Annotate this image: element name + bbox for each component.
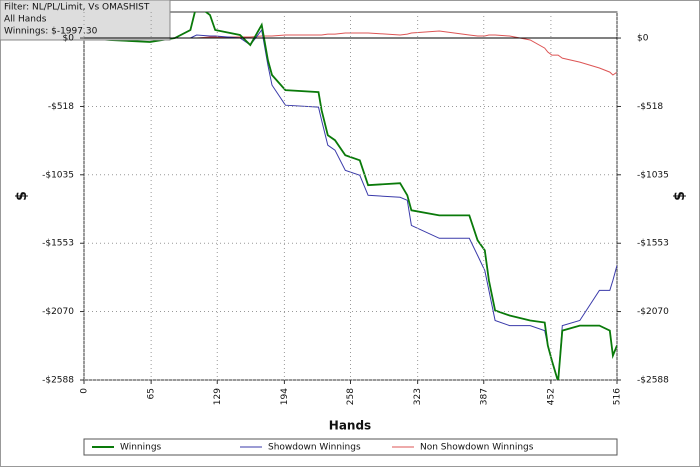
y-tick-label: -$1553 bbox=[42, 239, 74, 249]
x-axis-label: Hands bbox=[329, 419, 371, 433]
info-line: All Hands bbox=[4, 15, 47, 25]
legend-label: Showdown Winnings bbox=[268, 443, 361, 453]
series-line bbox=[84, 12, 617, 380]
info-box bbox=[0, 0, 171, 41]
x-tick-label: 258 bbox=[346, 388, 356, 405]
y2-axis-label: $ bbox=[672, 191, 688, 201]
x-tick-label: 194 bbox=[280, 388, 290, 405]
x-tick-label: 452 bbox=[546, 388, 556, 405]
x-tick-label: 387 bbox=[479, 388, 489, 405]
x-tick-label: 323 bbox=[413, 388, 423, 405]
y-tick-label: -$2070 bbox=[42, 307, 74, 317]
y-tick-label: -$1035 bbox=[42, 170, 74, 180]
x-tick-label: 516 bbox=[613, 388, 623, 405]
y-tick-label: $0 bbox=[63, 34, 75, 44]
plot-lines bbox=[84, 12, 617, 380]
x-tick-label: 0 bbox=[80, 388, 90, 394]
y-axis-label: $ bbox=[14, 191, 30, 201]
legend-label: Non Showdown Winnings bbox=[420, 443, 534, 453]
y2-tick-label: -$518 bbox=[637, 102, 663, 112]
y-tick-label: -$2588 bbox=[42, 376, 74, 386]
y2-tick-label: -$2588 bbox=[637, 376, 669, 386]
legend-label: Winnings bbox=[120, 443, 162, 453]
y2-tick-label: -$2070 bbox=[637, 307, 669, 317]
legend bbox=[83, 438, 618, 456]
y-tick-label: -$518 bbox=[48, 102, 74, 112]
info-line: Winnings: $-1997.30 bbox=[4, 27, 98, 37]
info-line: Filter: NL/PL/Limit, Vs OMASHIST bbox=[4, 3, 150, 13]
y2-tick-label: -$1553 bbox=[637, 239, 669, 249]
x-tick-label: 129 bbox=[213, 388, 223, 405]
y2-tick-label: $0 bbox=[637, 34, 649, 44]
x-tick-label: 65 bbox=[147, 388, 157, 399]
series-line bbox=[84, 30, 617, 76]
y2-tick-label: -$1035 bbox=[637, 170, 669, 180]
